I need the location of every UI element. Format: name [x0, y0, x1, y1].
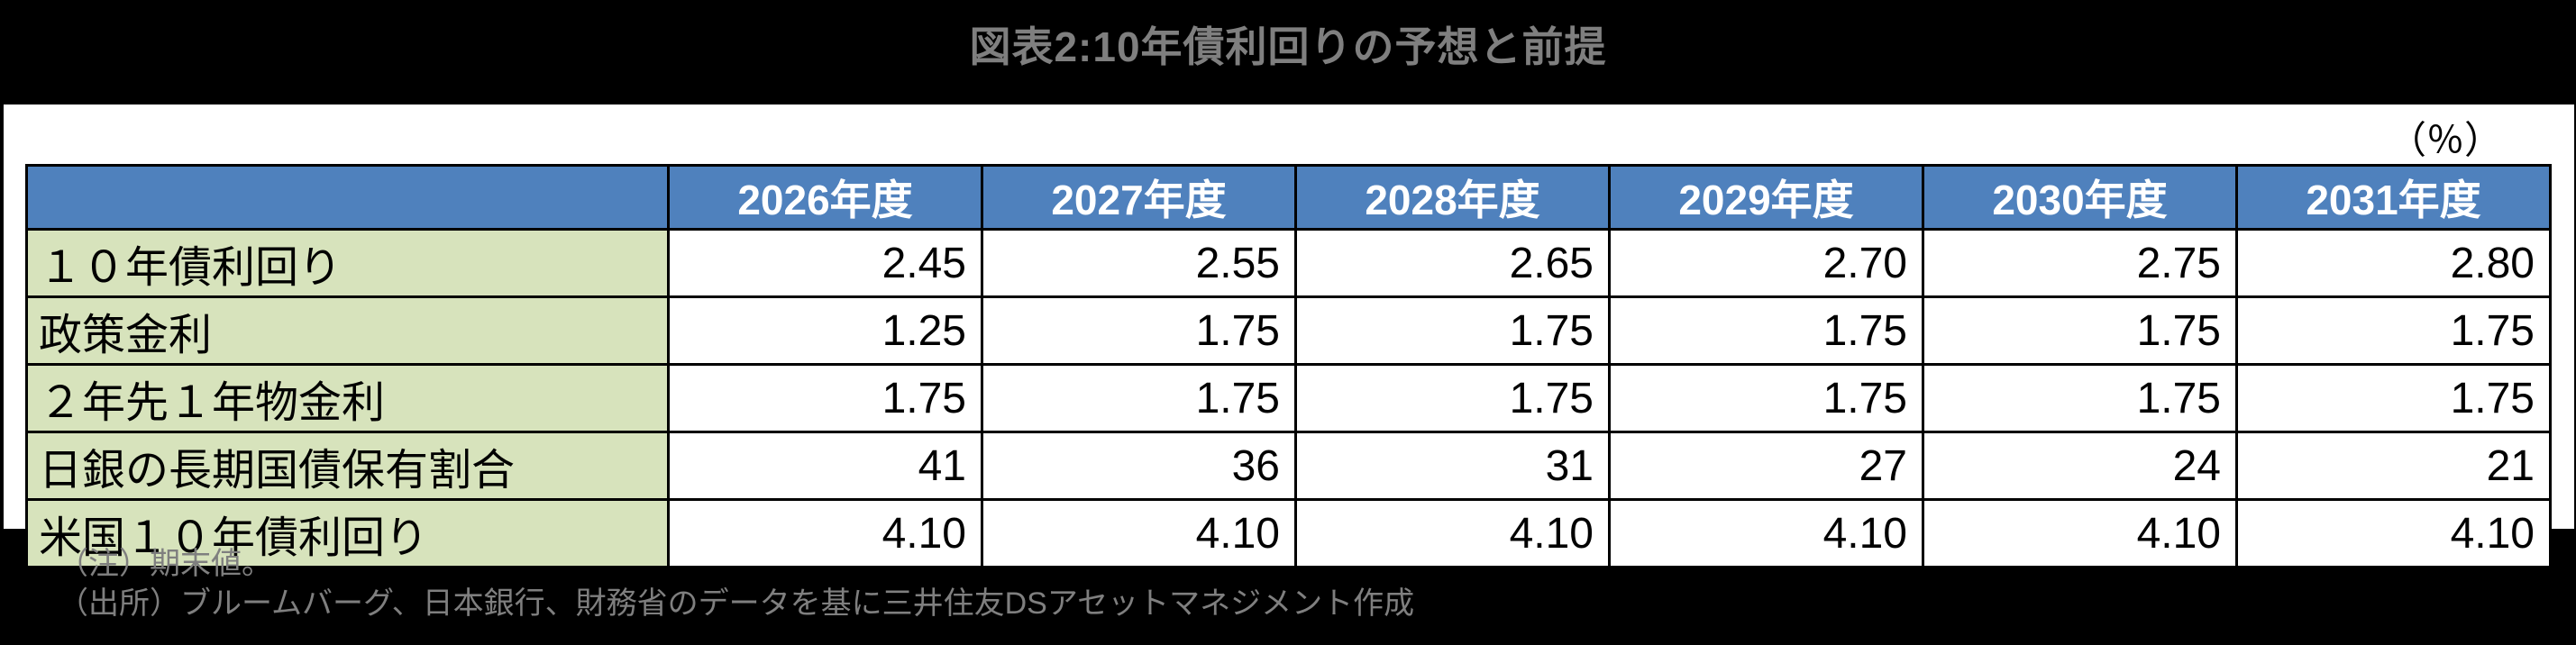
- col-header-2029: 2029年度: [1608, 164, 1924, 231]
- cell-value: 2.55: [981, 228, 1297, 298]
- cell-value: 4.10: [981, 498, 1297, 568]
- cell-value: 41: [667, 431, 983, 501]
- figure-title: 図表2:10年債利回りの予想と前提: [969, 23, 1607, 70]
- source-line: （出所）ブルームバーグ、日本銀行、財務省のデータを基に三井住友DSアセットマネジ…: [58, 586, 1415, 621]
- cell-value: 4.10: [1294, 498, 1611, 568]
- table-row-policy-rate: 政策金利 1.25 1.75 1.75 1.75 1.75 1.75: [25, 295, 2552, 366]
- cell-value: 36: [981, 431, 1297, 501]
- col-header-2030: 2030年度: [1922, 164, 2238, 231]
- row-label-policy-rate: 政策金利: [25, 295, 670, 366]
- table-row-ust10y: 米国１０年債利回り 4.10 4.10 4.10 4.10 4.10 4.10: [25, 498, 2552, 568]
- cell-value: 1.75: [667, 363, 983, 433]
- cell-value: 1.75: [1608, 295, 1924, 366]
- cell-value: 4.10: [2235, 498, 2552, 568]
- row-label-boj-holding: 日銀の長期国債保有割合: [25, 431, 670, 501]
- cell-value: 1.75: [1922, 295, 2238, 366]
- content-panel: （％） 2026年度 2027年度 2028年度 2029年度 2030年度 2…: [4, 104, 2574, 568]
- cell-value: 2.45: [667, 228, 983, 298]
- cell-value: 1.75: [1608, 363, 1924, 433]
- cell-value: 4.10: [667, 498, 983, 568]
- table-row-1y-forward: ２年先１年物金利 1.75 1.75 1.75 1.75 1.75 1.75: [25, 363, 2552, 433]
- cell-value: 1.75: [2235, 295, 2552, 366]
- cell-value: 27: [1608, 431, 1924, 501]
- cell-value: 2.70: [1608, 228, 1924, 298]
- col-header-2031: 2031年度: [2235, 164, 2552, 231]
- col-header-2027: 2027年度: [981, 164, 1297, 231]
- cell-value: 1.75: [1922, 363, 2238, 433]
- cell-value: 4.10: [1608, 498, 1924, 568]
- corner-cell: [25, 164, 670, 231]
- col-header-2026: 2026年度: [667, 164, 983, 231]
- header-row: 2026年度 2027年度 2028年度 2029年度 2030年度 2031年…: [25, 164, 2552, 231]
- row-label-ust10y: 米国１０年債利回り: [25, 498, 670, 568]
- cell-value: 2.80: [2235, 228, 2552, 298]
- row-label-jgb10y: １０年債利回り: [25, 228, 670, 298]
- table-row-jgb10y: １０年債利回り 2.45 2.55 2.65 2.70 2.75 2.80: [25, 228, 2552, 298]
- col-header-2028: 2028年度: [1294, 164, 1611, 231]
- table-row-boj-holding: 日銀の長期国債保有割合 41 36 31 27 24 21: [25, 431, 2552, 501]
- row-label-1y-forward: ２年先１年物金利: [25, 363, 670, 433]
- footnotes: （注）期末値。 （出所）ブルームバーグ、日本銀行、財務省のデータを基に三井住友D…: [58, 544, 1414, 623]
- note-line: （注）期末値。: [58, 547, 272, 581]
- unit-label: （％）: [2388, 119, 2502, 161]
- cell-value: 1.75: [1294, 295, 1611, 366]
- cell-value: 31: [1294, 431, 1611, 501]
- cell-value: 2.75: [1922, 228, 2238, 298]
- cell-value: 2.65: [1294, 228, 1611, 298]
- forecast-table: 2026年度 2027年度 2028年度 2029年度 2030年度 2031年…: [25, 164, 2552, 568]
- cell-value: 1.75: [1294, 363, 1611, 433]
- cell-value: 24: [1922, 431, 2238, 501]
- cell-value: 1.75: [981, 363, 1297, 433]
- cell-value: 1.75: [981, 295, 1297, 366]
- cell-value: 1.75: [2235, 363, 2552, 433]
- cell-value: 4.10: [1922, 498, 2238, 568]
- cell-value: 1.25: [667, 295, 983, 366]
- cell-value: 21: [2235, 431, 2552, 501]
